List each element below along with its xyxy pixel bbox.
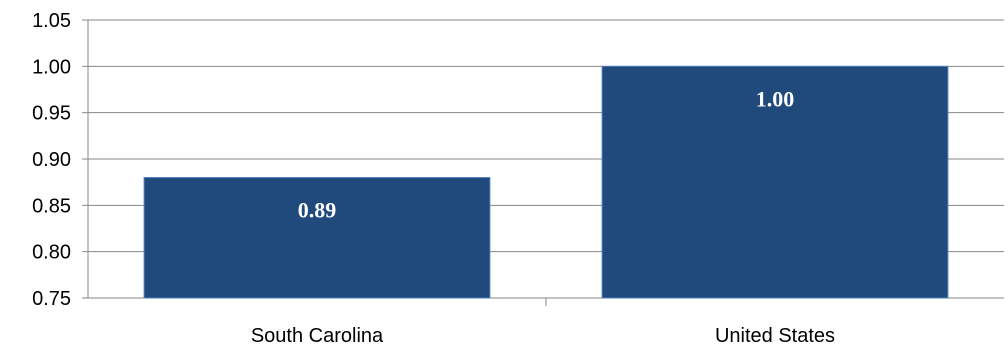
bar-united-states bbox=[601, 65, 949, 299]
y-tick-label: 0.90 bbox=[32, 149, 71, 171]
y-tick-label: 0.95 bbox=[32, 103, 71, 125]
bar-south-carolina bbox=[143, 177, 491, 299]
data-labels: 0.89 1.00 bbox=[298, 86, 795, 222]
bars bbox=[143, 65, 949, 299]
data-label: 1.00 bbox=[756, 86, 795, 111]
y-tick-labels: 0.75 0.80 0.85 0.90 0.95 1.00 1.05 bbox=[32, 10, 71, 310]
x-tick-label: South Carolina bbox=[251, 325, 384, 347]
data-label: 0.89 bbox=[298, 198, 337, 223]
y-tick-label: 0.85 bbox=[32, 195, 71, 217]
y-tick-label: 0.75 bbox=[32, 288, 71, 310]
x-tick-label: United States bbox=[715, 325, 835, 347]
x-tick-labels: South Carolina United States bbox=[251, 325, 835, 347]
y-tick-label: 1.00 bbox=[32, 56, 71, 78]
y-tick-label: 0.80 bbox=[32, 242, 71, 264]
y-tick-label: 1.05 bbox=[32, 10, 71, 32]
